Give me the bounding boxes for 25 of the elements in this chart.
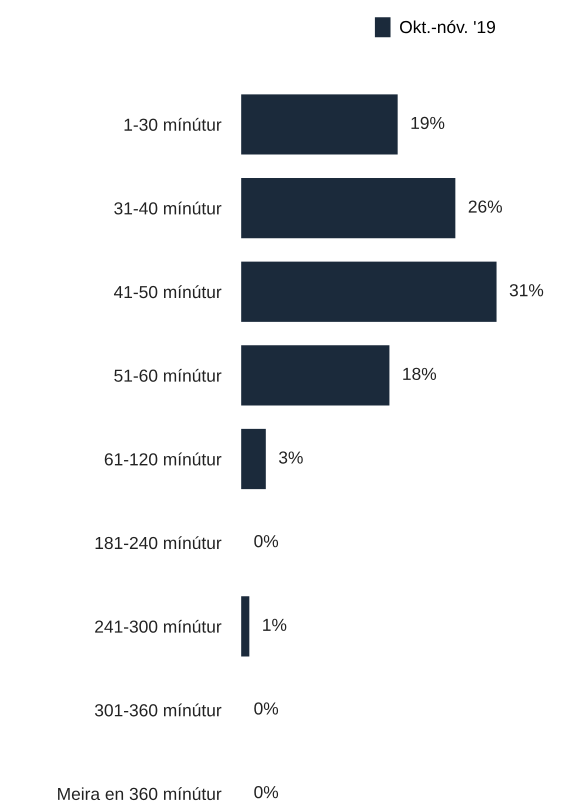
- y-tick-label: 301-360 mínútur: [94, 703, 222, 716]
- y-tick-label: 31-40 mínútur: [114, 202, 222, 215]
- bar: [241, 596, 250, 656]
- y-tick-label: 1-30 mínútur: [124, 118, 222, 131]
- bar: [241, 262, 497, 322]
- y-tick-label: 61-120 mínútur: [104, 452, 222, 466]
- y-tick-label: 181-240 mínútur: [96, 536, 222, 550]
- bar: [241, 94, 398, 155]
- legend-label: Okt.-nóv. '19: [400, 20, 495, 34]
- bar: [241, 345, 390, 406]
- data-label: 18%: [403, 368, 436, 380]
- data-label: 0%: [254, 786, 278, 798]
- data-label: 1%: [263, 618, 286, 631]
- y-tick-label: 41-50 mínútur: [114, 285, 222, 298]
- data-label: 3%: [278, 451, 303, 464]
- bar: [241, 428, 266, 490]
- data-label: 31%: [510, 284, 544, 296]
- data-label: 0%: [254, 535, 278, 548]
- y-tick-label: Meira en 360 mínútur: [58, 787, 222, 800]
- bar: [241, 178, 456, 238]
- y-tick-label: 241-300 mínútur: [95, 620, 222, 633]
- data-label: 0%: [254, 702, 278, 715]
- y-tick-label: 51-60 mínútur: [114, 368, 222, 382]
- data-label: 26%: [468, 200, 502, 213]
- data-label: 19%: [411, 116, 444, 130]
